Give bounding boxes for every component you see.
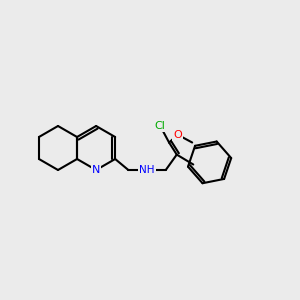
Text: NH: NH — [139, 165, 155, 175]
Text: Cl: Cl — [155, 121, 166, 131]
Text: O: O — [173, 130, 182, 140]
Text: N: N — [92, 165, 100, 175]
